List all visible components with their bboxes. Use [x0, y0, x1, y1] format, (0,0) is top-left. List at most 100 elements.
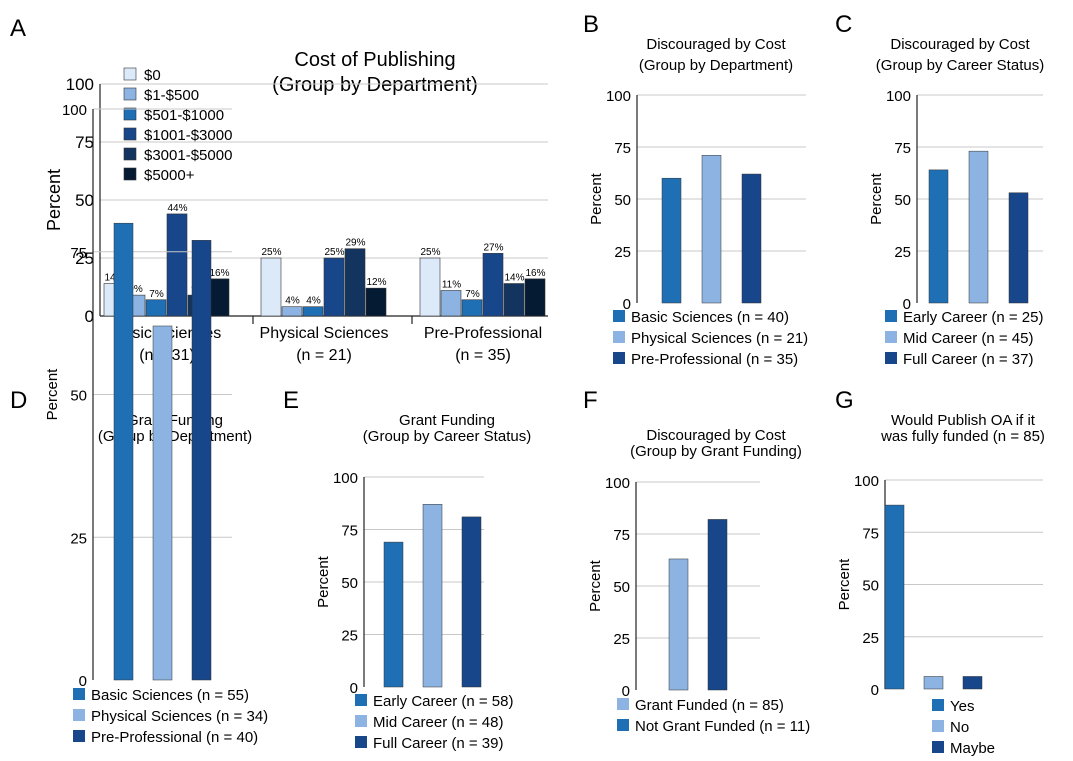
bar: [344, 248, 366, 317]
y-tick-label: 25: [614, 244, 631, 261]
y-tick-label: 50: [862, 578, 879, 595]
y-axis-label: Percent: [868, 172, 885, 225]
legend-label: Pre-Professional (n = 35): [631, 351, 798, 368]
data-label: 16%: [209, 268, 229, 279]
x-tick-label: Physical Sciences: [260, 325, 389, 342]
legend-swatch: [885, 310, 897, 322]
data-label: 4%: [306, 296, 321, 307]
legend-swatch: [613, 331, 625, 343]
bar: [461, 299, 483, 317]
bar: [503, 283, 525, 317]
legend-swatch: [613, 352, 625, 364]
y-axis-label: Percent: [836, 558, 853, 611]
legend-swatch: [885, 331, 897, 343]
bar: [383, 541, 404, 688]
bar: [191, 240, 212, 681]
legend-swatch: [123, 67, 137, 81]
y-tick-label: 0: [350, 680, 358, 697]
chart-title: Discouraged by Cost: [890, 36, 1030, 53]
y-tick-label: 50: [614, 192, 631, 209]
bar: [323, 257, 345, 317]
chart-panel-a: A Cost of Publishing (Group by Department)…: [10, 15, 548, 364]
y-tick-label: 25: [341, 628, 358, 645]
chart-subtitle: (Group by Career Status): [876, 57, 1044, 74]
y-axis-label: Percent: [588, 172, 605, 225]
legend-label: Basic Sciences (n = 55): [91, 687, 249, 704]
data-label: 27%: [483, 242, 503, 253]
bar: [302, 306, 324, 317]
x-tick-sublabel: (n = 21): [296, 347, 352, 364]
data-label: 7%: [465, 289, 480, 300]
bar: [113, 222, 134, 681]
legend-swatch: [355, 694, 367, 706]
bar: [260, 257, 282, 317]
data-label: 25%: [420, 247, 440, 258]
data-label: 7%: [149, 289, 164, 300]
x-tick-label: Pre-Professional: [424, 325, 542, 342]
bar: [741, 173, 762, 304]
chart-title: Discouraged by Cost: [646, 427, 786, 444]
data-label: 16%: [525, 268, 545, 279]
y-tick-label: 50: [341, 575, 358, 592]
legend-label: Early Career (n = 25): [903, 309, 1043, 326]
y-tick-label: 100: [886, 88, 911, 105]
bar: [440, 290, 462, 317]
data-label: 12%: [366, 277, 386, 288]
bar: [422, 504, 443, 688]
panel-letter: C: [835, 11, 852, 38]
data-label: 14%: [504, 273, 524, 284]
y-tick-label: 75: [862, 525, 879, 542]
bar: [419, 257, 441, 317]
legend-label: Early Career (n = 58): [373, 693, 513, 710]
legend-swatch: [617, 698, 629, 710]
legend-swatch: [123, 87, 137, 101]
y-tick-label: 75: [341, 523, 358, 540]
chart-subtitle: (Group by Career Status): [363, 428, 531, 445]
legend-label: $1001-$3000: [144, 127, 232, 144]
legend-label: $1-$500: [144, 87, 199, 104]
legend-swatch: [123, 147, 137, 161]
legend-label: Pre-Professional (n = 40): [91, 729, 258, 746]
data-label: 9%: [128, 284, 143, 295]
y-tick-label: 25: [894, 244, 911, 261]
chart-panel-c: C Discouraged by Cost (Group by Career Sta…: [835, 11, 1044, 368]
chart-panel-e: E Grant Funding(Group by Career Status) 0 2…: [283, 387, 531, 752]
bar: [923, 676, 944, 690]
legend-label: Physical Sciences (n = 34): [91, 708, 268, 725]
chart-title: Cost of Publishing: [294, 49, 455, 71]
legend-swatch: [355, 715, 367, 727]
y-tick-label: 100: [66, 75, 94, 94]
y-tick-label: 0: [85, 307, 94, 326]
panel-letter: A: [10, 15, 26, 42]
y-tick-label: 75: [70, 245, 87, 262]
legend-swatch: [613, 310, 625, 322]
legend-swatch: [123, 107, 137, 121]
legend-label: $3001-$5000: [144, 147, 232, 164]
legend-label: Full Career (n = 37): [903, 351, 1033, 368]
panel-letter: D: [10, 387, 27, 414]
panel-letter: G: [835, 387, 854, 414]
y-tick-label: 0: [903, 296, 911, 313]
legend-swatch: [355, 736, 367, 748]
chart-subtitle: (Group by Grant Funding): [630, 443, 802, 460]
panel-letter: B: [583, 11, 599, 38]
data-label: 44%: [167, 203, 187, 214]
y-axis-label: Percent: [587, 559, 604, 612]
y-tick-label: 25: [613, 631, 630, 648]
legend-label: $5000+: [144, 167, 195, 184]
legend-swatch: [73, 730, 85, 742]
bar: [968, 150, 989, 304]
bar: [461, 516, 482, 688]
legend-label: Yes: [950, 698, 974, 715]
y-tick-label: 0: [871, 682, 879, 699]
bar: [928, 169, 949, 304]
chart-subtitle: (Group by Department): [272, 74, 478, 96]
y-tick-label: 75: [894, 140, 911, 157]
legend-label: Physical Sciences (n = 21): [631, 330, 808, 347]
data-label: 25%: [261, 247, 281, 258]
bar: [701, 155, 722, 304]
legend-swatch: [885, 352, 897, 364]
y-tick-label: 50: [613, 579, 630, 596]
bar: [482, 253, 504, 317]
